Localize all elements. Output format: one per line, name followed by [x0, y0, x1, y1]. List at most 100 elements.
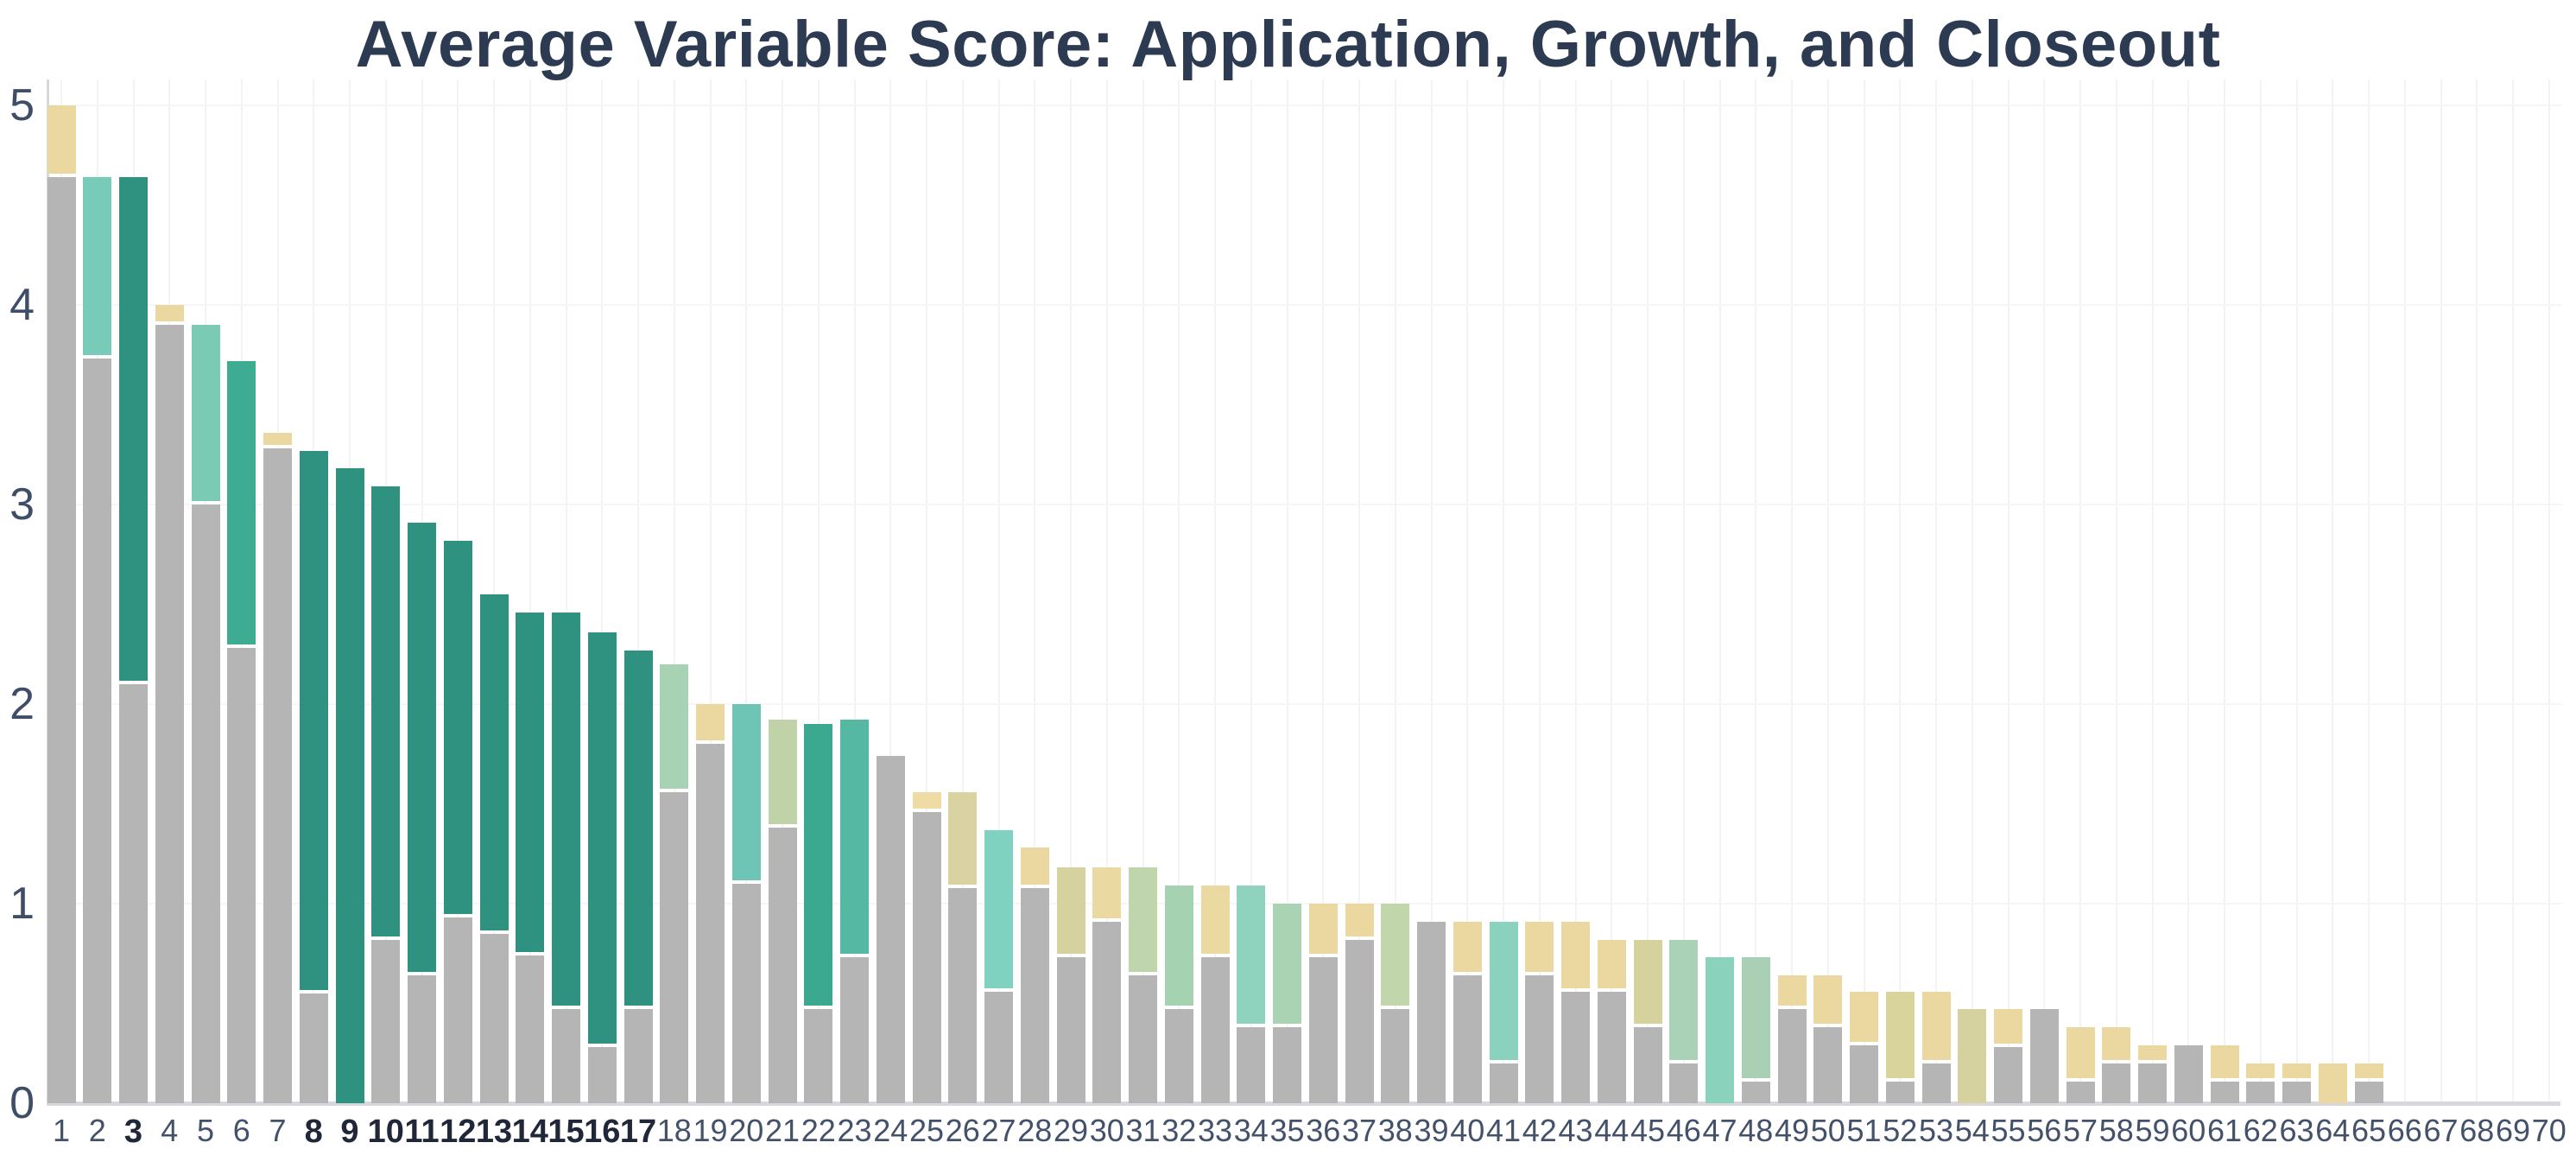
y-axis-tick-label: 3 — [9, 479, 35, 530]
x-axis-tick-label: 15 — [547, 1114, 585, 1149]
x-axis-tick-label: 67 — [2423, 1113, 2459, 1148]
x-axis-tick-label: 22 — [801, 1113, 836, 1148]
vertical-gridline — [2224, 79, 2225, 1103]
bar-top-segment — [371, 486, 401, 936]
x-axis-tick-label: 36 — [1306, 1113, 1341, 1148]
bar-base-segment — [1308, 957, 1338, 1103]
bar-base-segment — [47, 177, 76, 1103]
y-axis-tick-label: 2 — [9, 679, 35, 729]
x-axis-tick-label: 8 — [304, 1114, 323, 1149]
bar-top-segment — [2246, 1063, 2275, 1078]
bar-base-segment — [2354, 1081, 2383, 1103]
vertical-gridline — [817, 79, 820, 1103]
bar-top-segment — [263, 432, 292, 446]
vertical-gridline — [1142, 79, 1144, 1103]
bar-top-segment — [119, 177, 148, 681]
vertical-gridline — [1214, 79, 1216, 1103]
horizontal-gridline — [48, 504, 2562, 505]
vertical-gridline — [2079, 79, 2081, 1103]
x-axis-tick-label: 14 — [511, 1114, 548, 1149]
x-axis-tick-label: 46 — [1666, 1113, 1701, 1148]
x-axis-tick-label: 44 — [1594, 1113, 1630, 1148]
x-axis-tick-label: 53 — [1918, 1113, 1954, 1148]
bar-base-segment — [2029, 1009, 2059, 1103]
bar-base-segment — [912, 811, 941, 1103]
vertical-gridline — [2259, 79, 2262, 1103]
bar-top-segment — [1237, 886, 1266, 1025]
bar-base-segment — [587, 1047, 617, 1103]
y-axis-tick-label: 5 — [9, 80, 35, 130]
x-axis-tick-label: 10 — [367, 1114, 404, 1149]
vertical-gridline — [2332, 79, 2334, 1103]
bar-base-segment — [804, 1009, 833, 1103]
x-axis-tick-label: 64 — [2315, 1113, 2351, 1148]
bar-top-segment — [479, 594, 509, 930]
x-axis-tick-label: 57 — [2062, 1113, 2098, 1148]
x-axis-tick-label: 26 — [945, 1113, 980, 1148]
x-axis-tick-label: 68 — [2459, 1113, 2495, 1148]
bar-top-segment — [984, 829, 1013, 988]
vertical-gridline — [673, 79, 675, 1103]
vertical-gridline — [709, 79, 712, 1103]
bar-base-segment — [696, 744, 725, 1103]
x-axis-tick-label: 33 — [1197, 1113, 1233, 1148]
vertical-gridline — [1358, 79, 1360, 1103]
bar-base-segment — [1129, 975, 1157, 1103]
vertical-gridline — [1682, 79, 1685, 1103]
bar-base-segment — [552, 1009, 580, 1103]
bar-base-segment — [2282, 1081, 2311, 1103]
x-axis-tick-label: 32 — [1161, 1113, 1197, 1148]
horizontal-gridline — [48, 903, 2562, 905]
vertical-gridline — [2368, 79, 2370, 1103]
vertical-gridline — [1286, 79, 1288, 1103]
x-axis-tick-label: 35 — [1269, 1113, 1305, 1148]
horizontal-gridline — [48, 703, 2562, 705]
bar-base-segment — [1741, 1081, 1770, 1103]
x-axis-tick-label: 38 — [1377, 1113, 1413, 1148]
bar-top-segment — [804, 724, 833, 1006]
x-axis-tick-label: 7 — [269, 1113, 287, 1148]
vertical-gridline — [2512, 79, 2514, 1103]
x-axis-tick-label: 3 — [123, 1114, 143, 1149]
bar-top-segment — [2138, 1045, 2167, 1060]
bar-top-segment — [1741, 957, 1770, 1078]
vertical-gridline — [1826, 79, 1829, 1103]
bar-top-segment — [191, 325, 220, 501]
vertical-gridline — [853, 79, 856, 1103]
bar-top-segment — [1056, 867, 1085, 955]
x-axis-tick-label: 54 — [1954, 1113, 1990, 1148]
bar-top-segment — [1885, 991, 1915, 1078]
bar-base-segment — [2102, 1063, 2131, 1103]
vertical-gridline — [997, 79, 1000, 1103]
bar-top-segment — [47, 105, 76, 175]
x-axis-tick-label: 41 — [1485, 1113, 1522, 1148]
x-axis-tick-label: 62 — [2243, 1113, 2278, 1148]
x-axis-tick-label: 4 — [161, 1113, 179, 1148]
bar-top-segment — [1381, 904, 1410, 1006]
bar-top-segment — [299, 450, 328, 990]
bar-base-segment — [1669, 1063, 1699, 1103]
vertical-gridline — [2440, 79, 2442, 1103]
bar-top-segment — [227, 360, 256, 645]
bar-base-segment — [1597, 991, 1626, 1103]
bar-top-segment — [731, 704, 761, 880]
vertical-gridline — [1647, 79, 1649, 1103]
vertical-gridline — [1574, 79, 1577, 1103]
x-axis-tick-label: 48 — [1738, 1113, 1774, 1148]
vertical-gridline — [1538, 79, 1541, 1103]
bar-base-segment — [1092, 921, 1122, 1103]
bar-top-segment — [2210, 1045, 2239, 1078]
bar-top-segment — [1200, 886, 1230, 955]
bar-top-segment — [1561, 921, 1590, 988]
bar-base-segment — [191, 505, 220, 1103]
vertical-gridline — [1394, 79, 1396, 1103]
vertical-gridline — [1322, 79, 1325, 1103]
x-axis-tick-label: 51 — [1846, 1113, 1882, 1148]
vertical-gridline — [1755, 79, 1757, 1103]
bar-top-segment — [948, 791, 978, 885]
x-axis-tick-label: 6 — [232, 1113, 250, 1148]
bar-base-segment — [876, 756, 905, 1103]
x-axis-tick-label: 31 — [1125, 1113, 1161, 1148]
bar-top-segment — [1273, 904, 1301, 1025]
